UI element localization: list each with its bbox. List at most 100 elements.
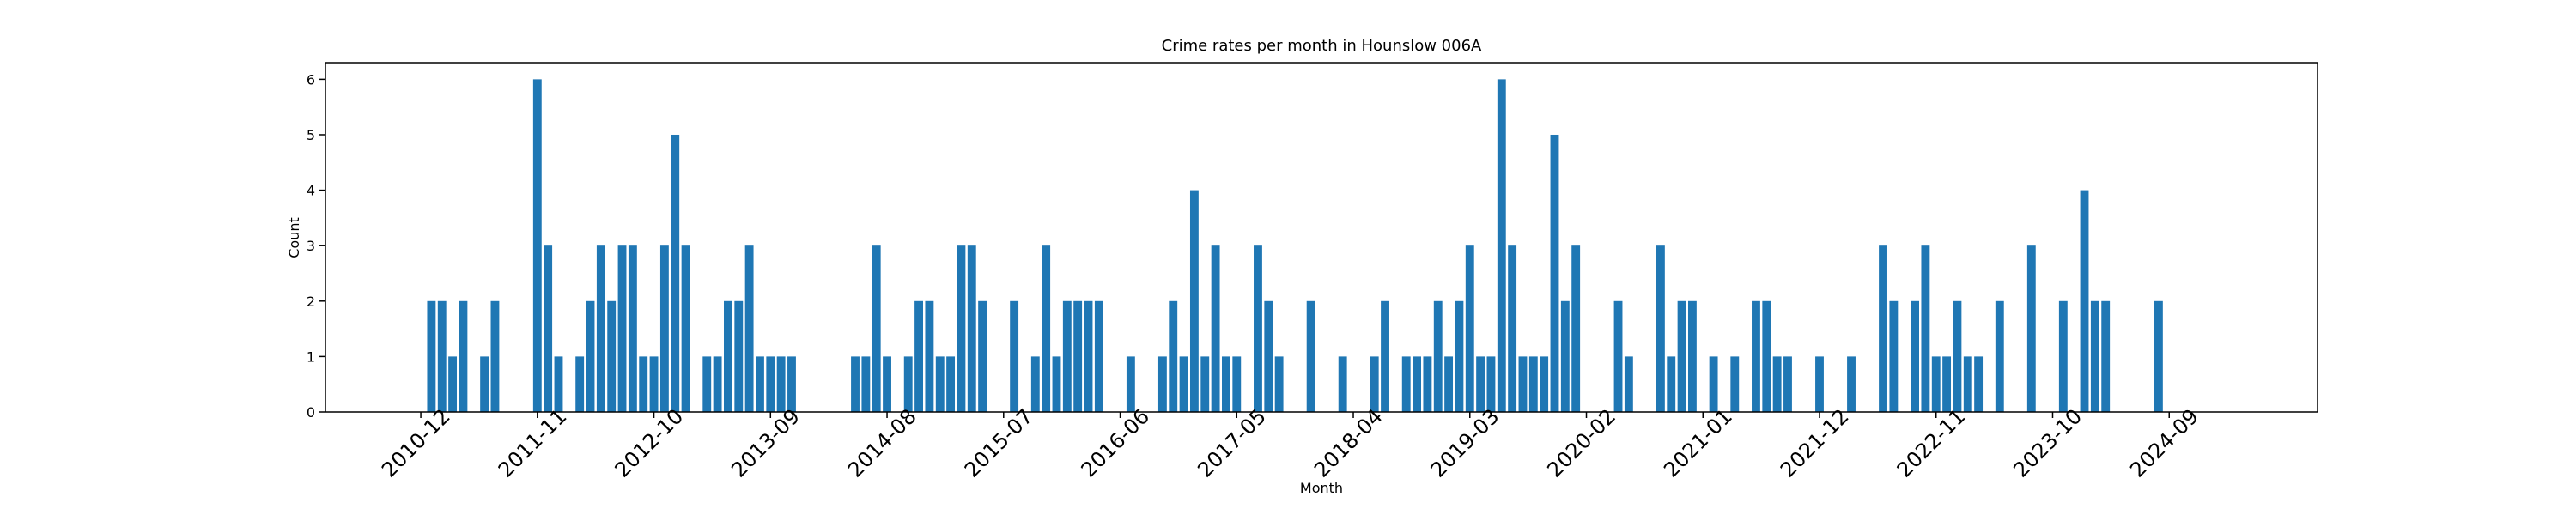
bar bbox=[1974, 356, 1984, 412]
y-tick-label: 0 bbox=[307, 404, 315, 421]
x-tick-label: 2023-10 bbox=[2008, 404, 2087, 482]
y-tick-label: 5 bbox=[307, 127, 315, 143]
x-tick-label: 2010-12 bbox=[377, 404, 455, 482]
bar bbox=[1264, 300, 1273, 412]
bar bbox=[776, 356, 786, 412]
bar bbox=[1200, 356, 1210, 412]
bar bbox=[1730, 356, 1740, 412]
bar bbox=[1540, 356, 1549, 412]
bar bbox=[1254, 245, 1262, 412]
bar bbox=[1667, 356, 1676, 412]
bar bbox=[1126, 356, 1135, 412]
bar bbox=[883, 356, 891, 412]
bar bbox=[1508, 245, 1517, 412]
bar bbox=[872, 245, 881, 412]
bar bbox=[1911, 300, 1919, 412]
bar bbox=[1518, 356, 1528, 412]
x-tick-label: 2021-12 bbox=[1776, 404, 1854, 482]
bar bbox=[554, 356, 563, 412]
bar bbox=[671, 134, 680, 412]
bar bbox=[925, 300, 934, 412]
bar bbox=[448, 356, 458, 412]
bar bbox=[1042, 245, 1051, 412]
bar bbox=[903, 356, 913, 412]
bar bbox=[935, 356, 945, 412]
bar bbox=[724, 300, 732, 412]
bar bbox=[2090, 300, 2099, 412]
y-tick-label: 4 bbox=[307, 183, 315, 199]
x-axis-label: Month bbox=[1300, 480, 1343, 496]
bar bbox=[1084, 300, 1093, 412]
y-tick-label: 3 bbox=[307, 238, 315, 254]
bar bbox=[914, 300, 923, 412]
bar bbox=[1656, 245, 1665, 412]
bar bbox=[1953, 300, 1962, 412]
bar bbox=[575, 356, 585, 412]
bar bbox=[1030, 356, 1040, 412]
bar bbox=[1189, 190, 1199, 413]
x-tick-label: 2012-10 bbox=[611, 404, 689, 482]
bar bbox=[2154, 300, 2163, 412]
bar bbox=[1677, 300, 1686, 412]
x-tick-label: 2015-07 bbox=[960, 404, 1038, 482]
x-tick-label: 2014-08 bbox=[843, 404, 921, 482]
bar bbox=[734, 300, 744, 412]
bar bbox=[1550, 134, 1559, 412]
bar bbox=[1433, 300, 1443, 412]
chart-title: Crime rates per month in Hounslow 006A bbox=[1162, 37, 1482, 55]
bar bbox=[946, 356, 956, 412]
bar bbox=[1815, 356, 1824, 412]
y-axis-label: Count bbox=[286, 217, 302, 258]
y-tick-label: 1 bbox=[307, 348, 315, 365]
bar bbox=[1921, 245, 1930, 412]
bar bbox=[787, 356, 796, 412]
x-tick-label: 2016-06 bbox=[1077, 404, 1155, 482]
bar bbox=[744, 245, 754, 412]
y-tick-label: 2 bbox=[307, 294, 315, 310]
x-tick-label: 2019-03 bbox=[1426, 404, 1504, 482]
bar bbox=[1624, 356, 1633, 412]
bar bbox=[1486, 356, 1496, 412]
bar bbox=[1179, 356, 1188, 412]
bar bbox=[1444, 356, 1454, 412]
x-tick-label: 2017-05 bbox=[1193, 404, 1271, 482]
bar bbox=[2080, 190, 2089, 413]
bar bbox=[861, 356, 871, 412]
bar bbox=[1995, 300, 2004, 412]
bar bbox=[1222, 356, 1230, 412]
bar bbox=[480, 356, 489, 412]
x-tick-label: 2024-09 bbox=[2125, 404, 2203, 482]
x-tick-label: 2018-04 bbox=[1309, 404, 1388, 482]
x-tick-label: 2011-11 bbox=[494, 404, 572, 482]
bar bbox=[1931, 356, 1941, 412]
y-tick-label: 6 bbox=[307, 71, 315, 88]
bar bbox=[639, 356, 648, 412]
bar bbox=[1560, 300, 1570, 412]
bar bbox=[1879, 245, 1887, 412]
bar bbox=[659, 245, 669, 412]
bar bbox=[967, 245, 976, 412]
bar bbox=[702, 356, 712, 412]
bar bbox=[1613, 300, 1623, 412]
bar bbox=[1073, 300, 1083, 412]
bar bbox=[1062, 300, 1072, 412]
bar bbox=[459, 300, 468, 412]
bar bbox=[1211, 245, 1220, 412]
bar bbox=[1338, 356, 1347, 412]
bar bbox=[1094, 300, 1103, 412]
x-tick-label: 2022-11 bbox=[1893, 404, 1971, 482]
bar bbox=[1465, 245, 1474, 412]
bar bbox=[1010, 300, 1019, 412]
bar bbox=[1571, 245, 1581, 412]
bar bbox=[628, 245, 637, 412]
bar bbox=[1232, 356, 1242, 412]
x-tick-label: 2021-01 bbox=[1659, 404, 1737, 482]
bar bbox=[1169, 300, 1178, 412]
bar bbox=[1157, 356, 1167, 412]
bar bbox=[490, 300, 500, 412]
x-tick-label: 2013-09 bbox=[726, 404, 805, 482]
bar bbox=[1401, 356, 1411, 412]
bar bbox=[1370, 356, 1379, 412]
bar bbox=[2101, 300, 2111, 412]
bar bbox=[649, 356, 659, 412]
